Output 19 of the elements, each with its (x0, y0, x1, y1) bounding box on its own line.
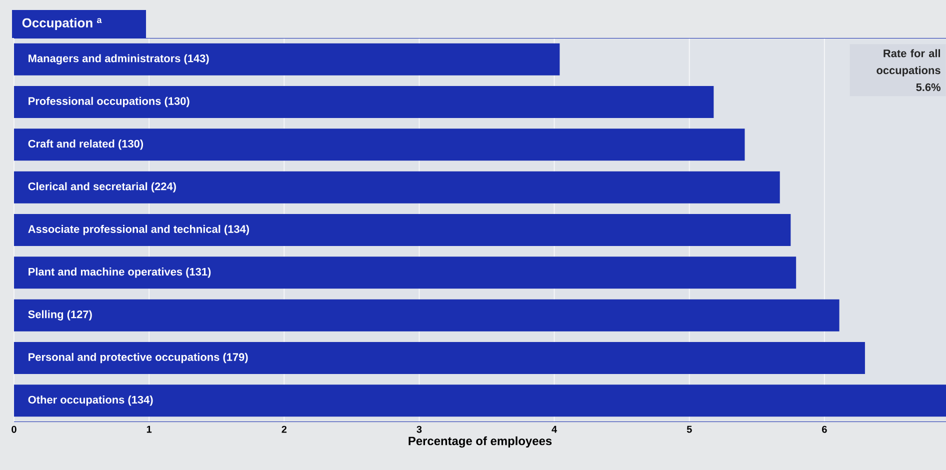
x-axis-title: Percentage of employees (408, 436, 552, 448)
y-tick-label: Clerical and secretarial (224) (28, 182, 176, 192)
y-tick-label: Craft and related (130) (28, 140, 144, 150)
chart-title: Occupation $^{a}$ (22, 18, 102, 30)
x-tick-label: 0 (12, 426, 16, 433)
y-tick-label: Plant and machine operatives (131) (28, 268, 211, 278)
y-tick-label: Professional occupations (130) (28, 96, 190, 108)
x-tick-label: 4 (552, 426, 558, 433)
x-tick-label: 1 (146, 426, 152, 433)
y-tick-label: Personal and protective occupations (179) (28, 352, 248, 364)
y-tick-label: Other occupations (134) (28, 396, 153, 406)
y-tick-label: Managers and administrators (143) (28, 54, 209, 64)
x-tick-label: 3 (416, 426, 422, 433)
x-tick-label: 2 (282, 426, 287, 433)
x-tick-label: 6 (822, 426, 827, 433)
y-tick-label: Associate professional and technical (134) (28, 224, 249, 236)
annotation: Rate for all occupations 5.6% (876, 49, 941, 92)
x-tick-label: 5 (686, 426, 692, 433)
y-tick-label: Selling (127) (28, 310, 92, 320)
